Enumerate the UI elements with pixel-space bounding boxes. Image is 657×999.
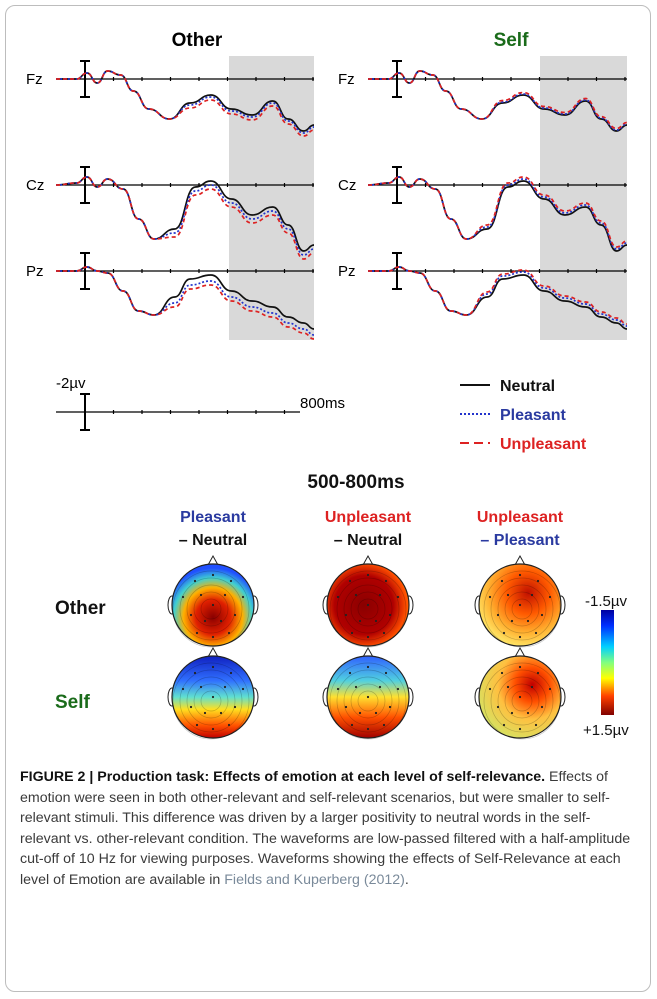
caption-figure-label: FIGURE 2 | Production task: Effects of e…: [20, 769, 546, 785]
caption-end: .: [404, 871, 409, 888]
topo-row-label-self: Self: [55, 692, 91, 713]
erp-column-title-self: Self: [494, 30, 530, 51]
contrast-1-line1: Pleasant: [180, 509, 246, 526]
waveform-unpleasant: [55, 266, 315, 340]
waveform-unpleasant: [367, 176, 628, 248]
waveform-pleasant: [55, 176, 315, 256]
electrode-label-fz: Fz: [26, 71, 43, 88]
legend-label-neutral: Neutral: [500, 378, 555, 395]
figure-caption: FIGURE 2 | Production task: Effects of e…: [20, 767, 640, 890]
contrast-2-line2: – Neutral: [334, 532, 402, 549]
erp-panels: Fz Cz Pz Fz Cz Pz: [26, 60, 628, 340]
topo-maps: [167, 554, 566, 740]
analysis-window-other: [229, 56, 314, 340]
contrast-2-line1: Unpleasant: [325, 509, 412, 526]
contrast-3-line2: – Pleasant: [480, 532, 560, 549]
legend: Neutral Pleasant Unpleasant: [460, 378, 587, 453]
analysis-window-self: [540, 56, 627, 340]
colorbar-top-label: -1.5µv: [585, 593, 627, 610]
electrode-label-fz: Fz: [338, 71, 355, 88]
topo-other-unpleasant-pleasant: [474, 554, 566, 648]
scale-amplitude-label: -2µv: [56, 375, 86, 392]
electrode-label-cz: Cz: [26, 177, 44, 194]
contrast-3-line1: Unpleasant: [477, 509, 564, 526]
electrode-label-pz: Pz: [26, 263, 44, 280]
topo-self-unpleasant-pleasant: [474, 646, 566, 740]
figure-graphic: Other Self Fz Cz Pz Fz Cz Pz -2µv 800ms Neutr…: [26, 30, 629, 740]
topo-other-unpleasant-neutral: [322, 554, 414, 648]
caption-body: Effects of emotion were seen in both oth…: [20, 769, 631, 888]
colorbar-bottom-label: +1.5µv: [583, 722, 629, 739]
scale-time-label: 800ms: [300, 395, 345, 412]
electrode-label-cz: Cz: [338, 177, 356, 194]
electrode-label-pz: Pz: [338, 263, 356, 280]
waveform-neutral: [55, 266, 315, 330]
waveform-unpleasant: [367, 266, 628, 325]
caption-reference-link[interactable]: Fields and Kuperberg (2012): [224, 871, 405, 888]
waveform-pleasant: [367, 266, 628, 327]
scale-bar: -2µv 800ms: [56, 375, 345, 431]
topo-window-title: 500-800ms: [307, 472, 404, 493]
contrast-1-line2: – Neutral: [179, 532, 247, 549]
topo-self-unpleasant-neutral: [322, 646, 414, 740]
waveform-unpleasant: [55, 70, 315, 137]
erp-column-title-other: Other: [172, 30, 223, 51]
waveform-unpleasant: [367, 70, 628, 130]
topo-row-label-other: Other: [55, 598, 106, 619]
legend-label-pleasant: Pleasant: [500, 407, 566, 424]
legend-label-unpleasant: Unpleasant: [500, 436, 587, 453]
waveform-neutral: [367, 266, 628, 330]
waveform-unpleasant: [55, 176, 315, 260]
colorbar: [601, 610, 614, 715]
topo-other-pleasant-neutral: [167, 554, 259, 648]
figure-frame: [5, 5, 651, 992]
topo-self-pleasant-neutral: [167, 646, 259, 740]
